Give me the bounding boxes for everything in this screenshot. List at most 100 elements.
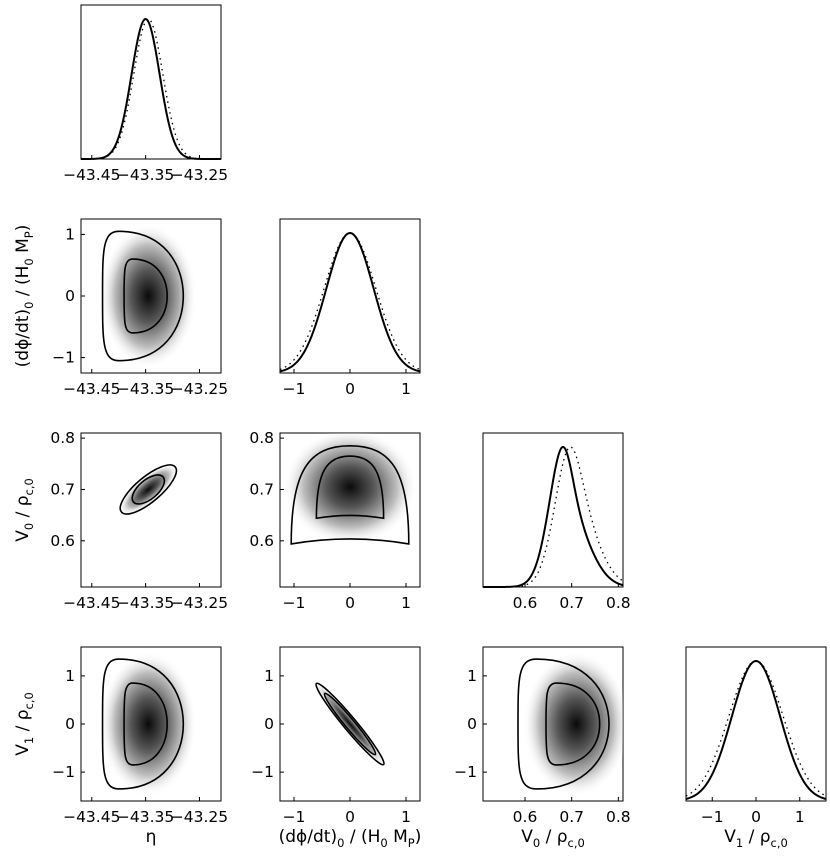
axis-label-subscript: 0	[380, 836, 387, 850]
marginal-V0-xtick-label: 0.8	[606, 594, 631, 612]
joint-dphidt-V0-inner-contour	[315, 455, 385, 520]
marginal-V0-dotted-curve	[483, 446, 624, 588]
joint-dphidt-V0-outer-contour	[290, 445, 410, 545]
x-axis-label-V1: V1 / ρc,0	[724, 827, 788, 850]
axis-label-subscript: P	[408, 836, 415, 850]
marginal-dphidt-solid-curve	[279, 231, 421, 373]
joint-dphidt-V0-density-group	[283, 433, 417, 545]
axis-label-text: η	[146, 827, 157, 847]
axis-label-subscript: 1	[736, 836, 743, 850]
axis-label-text: (dϕ/dt)	[279, 827, 337, 847]
y-axis-label-V0: V0 / ρc,0	[13, 478, 36, 542]
joint-eta-V1-ytick-label: −1	[52, 763, 75, 781]
joint-eta-dphidt-ytick-label: 1	[65, 225, 75, 243]
axis-label-text: / (H	[13, 266, 33, 302]
axis-label-text: V	[13, 744, 33, 756]
marginal-V1-solid-curve	[685, 659, 827, 800]
axis-label-text: / ρ	[743, 827, 770, 847]
joint-eta-V0-ytick-label: 0.7	[50, 480, 75, 498]
marginal-eta-xtick-label: −43.45	[63, 166, 120, 184]
joint-eta-V1-outer-contour	[101, 658, 185, 790]
joint-dphidt-V1-xtick-label: −1	[283, 808, 306, 826]
joint-eta-V0-outer-contour	[119, 464, 178, 515]
axis-label-subscript: 0	[337, 836, 344, 850]
axis-label-text: M	[13, 238, 33, 258]
axis-label-subscript: 1	[22, 737, 36, 744]
joint-eta-V0-xtick-label: −43.35	[117, 594, 174, 612]
joint-V0-V1-ytick-label: 1	[467, 667, 477, 685]
axis-label-subscript: c,0	[22, 478, 36, 495]
marginal-dphidt-xtick-label: 0	[345, 380, 355, 398]
joint-eta-dphidt-inner-contour	[123, 258, 168, 334]
joint-eta-dphidt-ytick-label: 0	[65, 287, 75, 305]
axis-label-text: M	[388, 827, 408, 847]
joint-eta-V1-inner-contour	[123, 682, 168, 766]
axis-label-text: (dϕ/dt)	[13, 309, 33, 367]
joint-dphidt-V1-xtick-label: 1	[401, 808, 411, 826]
joint-dphidt-V0-ytick-label: 0.8	[249, 429, 274, 447]
axis-label-subscript: 0	[22, 523, 36, 530]
axis-label-subscript: c,0	[22, 692, 36, 709]
joint-dphidt-V0-ytick-label: 0.7	[249, 480, 274, 498]
axis-label-subscript: 0	[22, 302, 36, 309]
joint-dphidt-V1-density	[314, 681, 386, 767]
joint-V0-V1-inner-contour	[545, 682, 601, 766]
axis-label-text: V	[724, 827, 736, 847]
axis-label-subscript: 0	[22, 258, 36, 265]
marginal-V1-xtick-label: 0	[751, 808, 761, 826]
joint-dphidt-V1-xtick-label: 0	[345, 808, 355, 826]
joint-eta-dphidt-xtick-label: −43.45	[63, 380, 120, 398]
joint-V0-V1-ytick-label: 0	[467, 715, 477, 733]
joint-eta-dphidt-xtick-label: −43.25	[171, 380, 228, 398]
axis-label-text: / ρ	[13, 710, 33, 737]
y-axis-label-dphidt: (dϕ/dt)0 / (H0 MP)	[13, 225, 36, 368]
axis-label-subscript: 0	[533, 836, 540, 850]
joint-eta-V1-xtick-label: −43.35	[117, 808, 174, 826]
marginal-dphidt-dotted-curve	[279, 232, 421, 371]
joint-eta-dphidt-xtick-label: −43.35	[117, 380, 174, 398]
axis-label-subscript: P	[22, 231, 36, 238]
joint-V0-V1-xtick-label: 0.6	[513, 808, 538, 826]
joint-V0-V1-xtick-label: 0.7	[559, 808, 584, 826]
joint-dphidt-V1-ytick-label: 0	[264, 715, 274, 733]
joint-V0-V1-density-group	[517, 651, 623, 797]
joint-eta-V0-ytick-label: 0.6	[50, 532, 75, 550]
axis-label-text: )	[13, 225, 33, 232]
joint-dphidt-V1-ytick-label: −1	[251, 763, 274, 781]
joint-dphidt-V0-xtick-label: −1	[283, 594, 306, 612]
joint-eta-dphidt-density	[99, 223, 197, 369]
joint-eta-V1-ytick-label: 1	[65, 667, 75, 685]
x-axis-label-eta: η	[146, 827, 157, 847]
joint-dphidt-V1-inner-contour	[323, 692, 377, 756]
joint-eta-dphidt-outer-contour	[101, 230, 185, 362]
marginal-V0-solid-curve	[483, 445, 624, 588]
marginal-V1-xtick-label: 1	[795, 808, 805, 826]
joint-eta-V0-xtick-label: −43.45	[63, 594, 120, 612]
x-axis-label-V0: V0 / ρc,0	[521, 827, 585, 850]
joint-V0-V1-ytick-label: −1	[454, 763, 477, 781]
joint-eta-V1-xtick-label: −43.45	[63, 808, 120, 826]
marginal-V1-xtick-label: −1	[701, 808, 724, 826]
marginal-dphidt-xtick-label: −1	[283, 380, 306, 398]
marginal-V1-frame	[685, 646, 827, 802]
joint-eta-V1-ytick-label: 0	[65, 715, 75, 733]
marginal-V0-frame	[482, 432, 624, 588]
marginal-eta-frame	[80, 4, 222, 160]
joint-V0-V1-density	[522, 651, 623, 797]
axis-label-text: )	[415, 827, 422, 847]
joint-dphidt-V1-outer-contour	[315, 682, 385, 766]
marginal-dphidt-xtick-label: 1	[401, 380, 411, 398]
axis-label-text: / ρ	[13, 496, 33, 523]
joint-eta-dphidt-ytick-label: −1	[52, 349, 75, 367]
axis-label-text: / ρ	[540, 827, 567, 847]
joint-eta-V1-density	[99, 651, 197, 797]
joint-dphidt-V0-xtick-label: 0	[345, 594, 355, 612]
joint-dphidt-V1-density-group	[314, 681, 386, 767]
axis-label-subscript: c,0	[771, 836, 788, 850]
marginal-V1-dotted-curve	[685, 660, 827, 797]
marginal-V0-xtick-label: 0.7	[559, 594, 584, 612]
marginal-V0-xtick-label: 0.6	[513, 594, 538, 612]
axis-label-text: V	[521, 827, 533, 847]
axis-label-text: V	[13, 530, 33, 542]
marginal-eta-solid-curve	[81, 17, 221, 160]
